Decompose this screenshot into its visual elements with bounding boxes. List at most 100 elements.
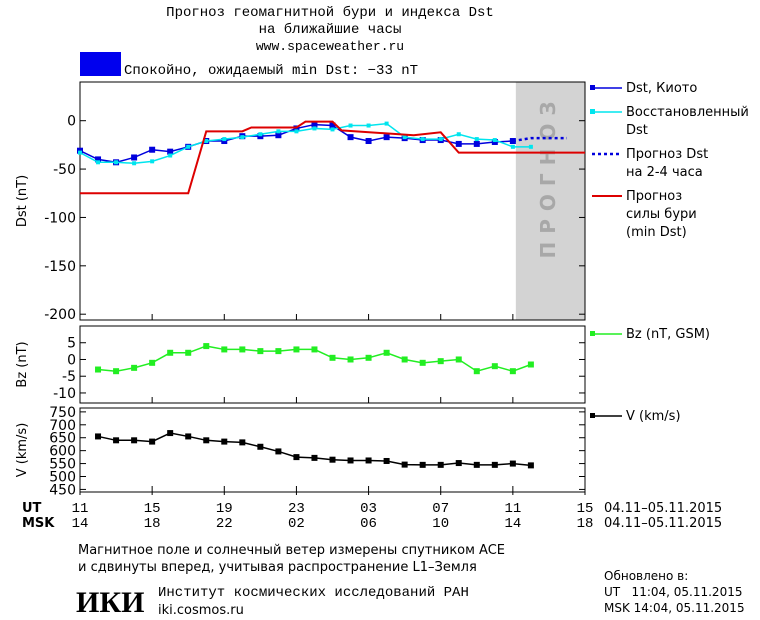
legend-marker: [590, 331, 595, 336]
data-point: [329, 122, 336, 129]
legend-marker: [590, 109, 595, 114]
y-tick-label: 550: [49, 457, 76, 473]
updated: UT 11:04, 05.11.2015: [604, 585, 742, 599]
data-point: [347, 356, 354, 363]
data-point: [455, 140, 462, 147]
data-point: [330, 127, 335, 132]
data-point: [258, 132, 263, 137]
data-point: [167, 430, 174, 437]
data-point: [474, 137, 479, 142]
legend-marker: [590, 413, 595, 418]
data-point: [348, 123, 353, 128]
x-tick-label: 03: [360, 501, 377, 517]
title-line: www.spaceweather.ru: [256, 39, 404, 54]
x-tick-label: 11: [504, 501, 521, 517]
legend-label: V (km/s): [626, 409, 681, 424]
y-tick-label: 0: [67, 114, 76, 130]
data-point: [131, 154, 138, 161]
y-tick-label: 600: [49, 444, 76, 460]
note: Магнитное поле и солнечный ветер измерен…: [78, 543, 505, 558]
data-point: [491, 363, 498, 370]
y-tick-label: 450: [49, 482, 76, 498]
data-point: [455, 460, 462, 467]
data-point: [437, 461, 444, 468]
plot-frame: [79, 407, 586, 493]
updated: Обновлено в:: [604, 569, 688, 583]
x-range-label: 04.11–05.11.2015: [604, 501, 722, 516]
data-point: [437, 358, 444, 365]
data-point: [383, 134, 390, 141]
y-tick-label: -100: [44, 210, 76, 226]
status-indicator: [80, 52, 121, 76]
x2-tick-label: 02: [288, 516, 305, 532]
data-point: [114, 160, 119, 165]
forecast-region: [515, 82, 585, 320]
data-point: [149, 359, 156, 366]
data-point: [131, 437, 138, 444]
data-point: [329, 456, 336, 463]
legend-marker: [590, 85, 595, 90]
data-point: [294, 129, 299, 134]
data-point: [203, 437, 210, 444]
y-axis-label: Bz (nT): [15, 341, 30, 387]
data-point: [293, 346, 300, 353]
data-point: [347, 134, 354, 141]
y-tick-label: 5: [67, 336, 76, 352]
data-point: [275, 132, 282, 139]
data-point: [239, 439, 246, 446]
y-tick-label: 500: [49, 469, 76, 485]
legend-label: Прогноз силы бури (min Dst): [626, 189, 697, 240]
data-point: [275, 348, 282, 355]
data-point: [329, 354, 336, 361]
data-point: [113, 368, 120, 375]
title-line: на ближайшие часы: [259, 21, 402, 38]
data-point: [113, 437, 120, 444]
data-point: [167, 349, 174, 356]
y-tick-label: -50: [53, 162, 76, 178]
data-point: [276, 129, 281, 134]
data-point: [131, 364, 138, 371]
title-line: Прогноз геомагнитной бури и индекса Dst: [166, 4, 494, 21]
data-point: [221, 346, 228, 353]
data-point: [293, 454, 300, 461]
series-line: [80, 120, 585, 195]
forecast-label: ПРОГНОЗ: [536, 93, 560, 258]
data-point: [527, 462, 534, 469]
data-point: [383, 349, 390, 356]
data-point: [203, 343, 210, 350]
data-point: [456, 132, 461, 137]
data-point: [240, 135, 245, 140]
x-tick-label: 11: [72, 501, 89, 517]
data-point: [384, 121, 389, 126]
data-point: [239, 346, 246, 353]
data-point: [401, 461, 408, 468]
x-range-label: 04.11–05.11.2015: [604, 516, 722, 531]
data-point: [185, 349, 192, 356]
data-point: [455, 356, 462, 363]
y-tick-label: -5: [62, 369, 76, 385]
data-point: [95, 433, 102, 440]
data-point: [78, 150, 82, 155]
data-point: [402, 135, 407, 140]
data-point: [149, 146, 156, 153]
data-point: [438, 137, 443, 142]
data-point: [96, 160, 101, 165]
x-tick-label: 15: [144, 501, 161, 517]
data-point: [150, 159, 155, 164]
data-point: [185, 433, 192, 440]
data-point: [257, 348, 264, 355]
url: iki.cosmos.ru: [158, 603, 244, 618]
data-point: [366, 123, 371, 128]
data-point: [491, 461, 498, 468]
data-point: [257, 443, 264, 450]
legend-label: Dst, Киото: [626, 81, 697, 96]
data-point: [510, 144, 515, 149]
x-row-label: MSK: [22, 516, 55, 531]
x-tick-label: 19: [216, 501, 233, 517]
y-tick-label: 0: [67, 352, 76, 368]
x2-tick-label: 22: [216, 516, 233, 532]
data-point: [275, 448, 282, 455]
data-point: [221, 438, 228, 445]
data-point: [149, 438, 156, 445]
